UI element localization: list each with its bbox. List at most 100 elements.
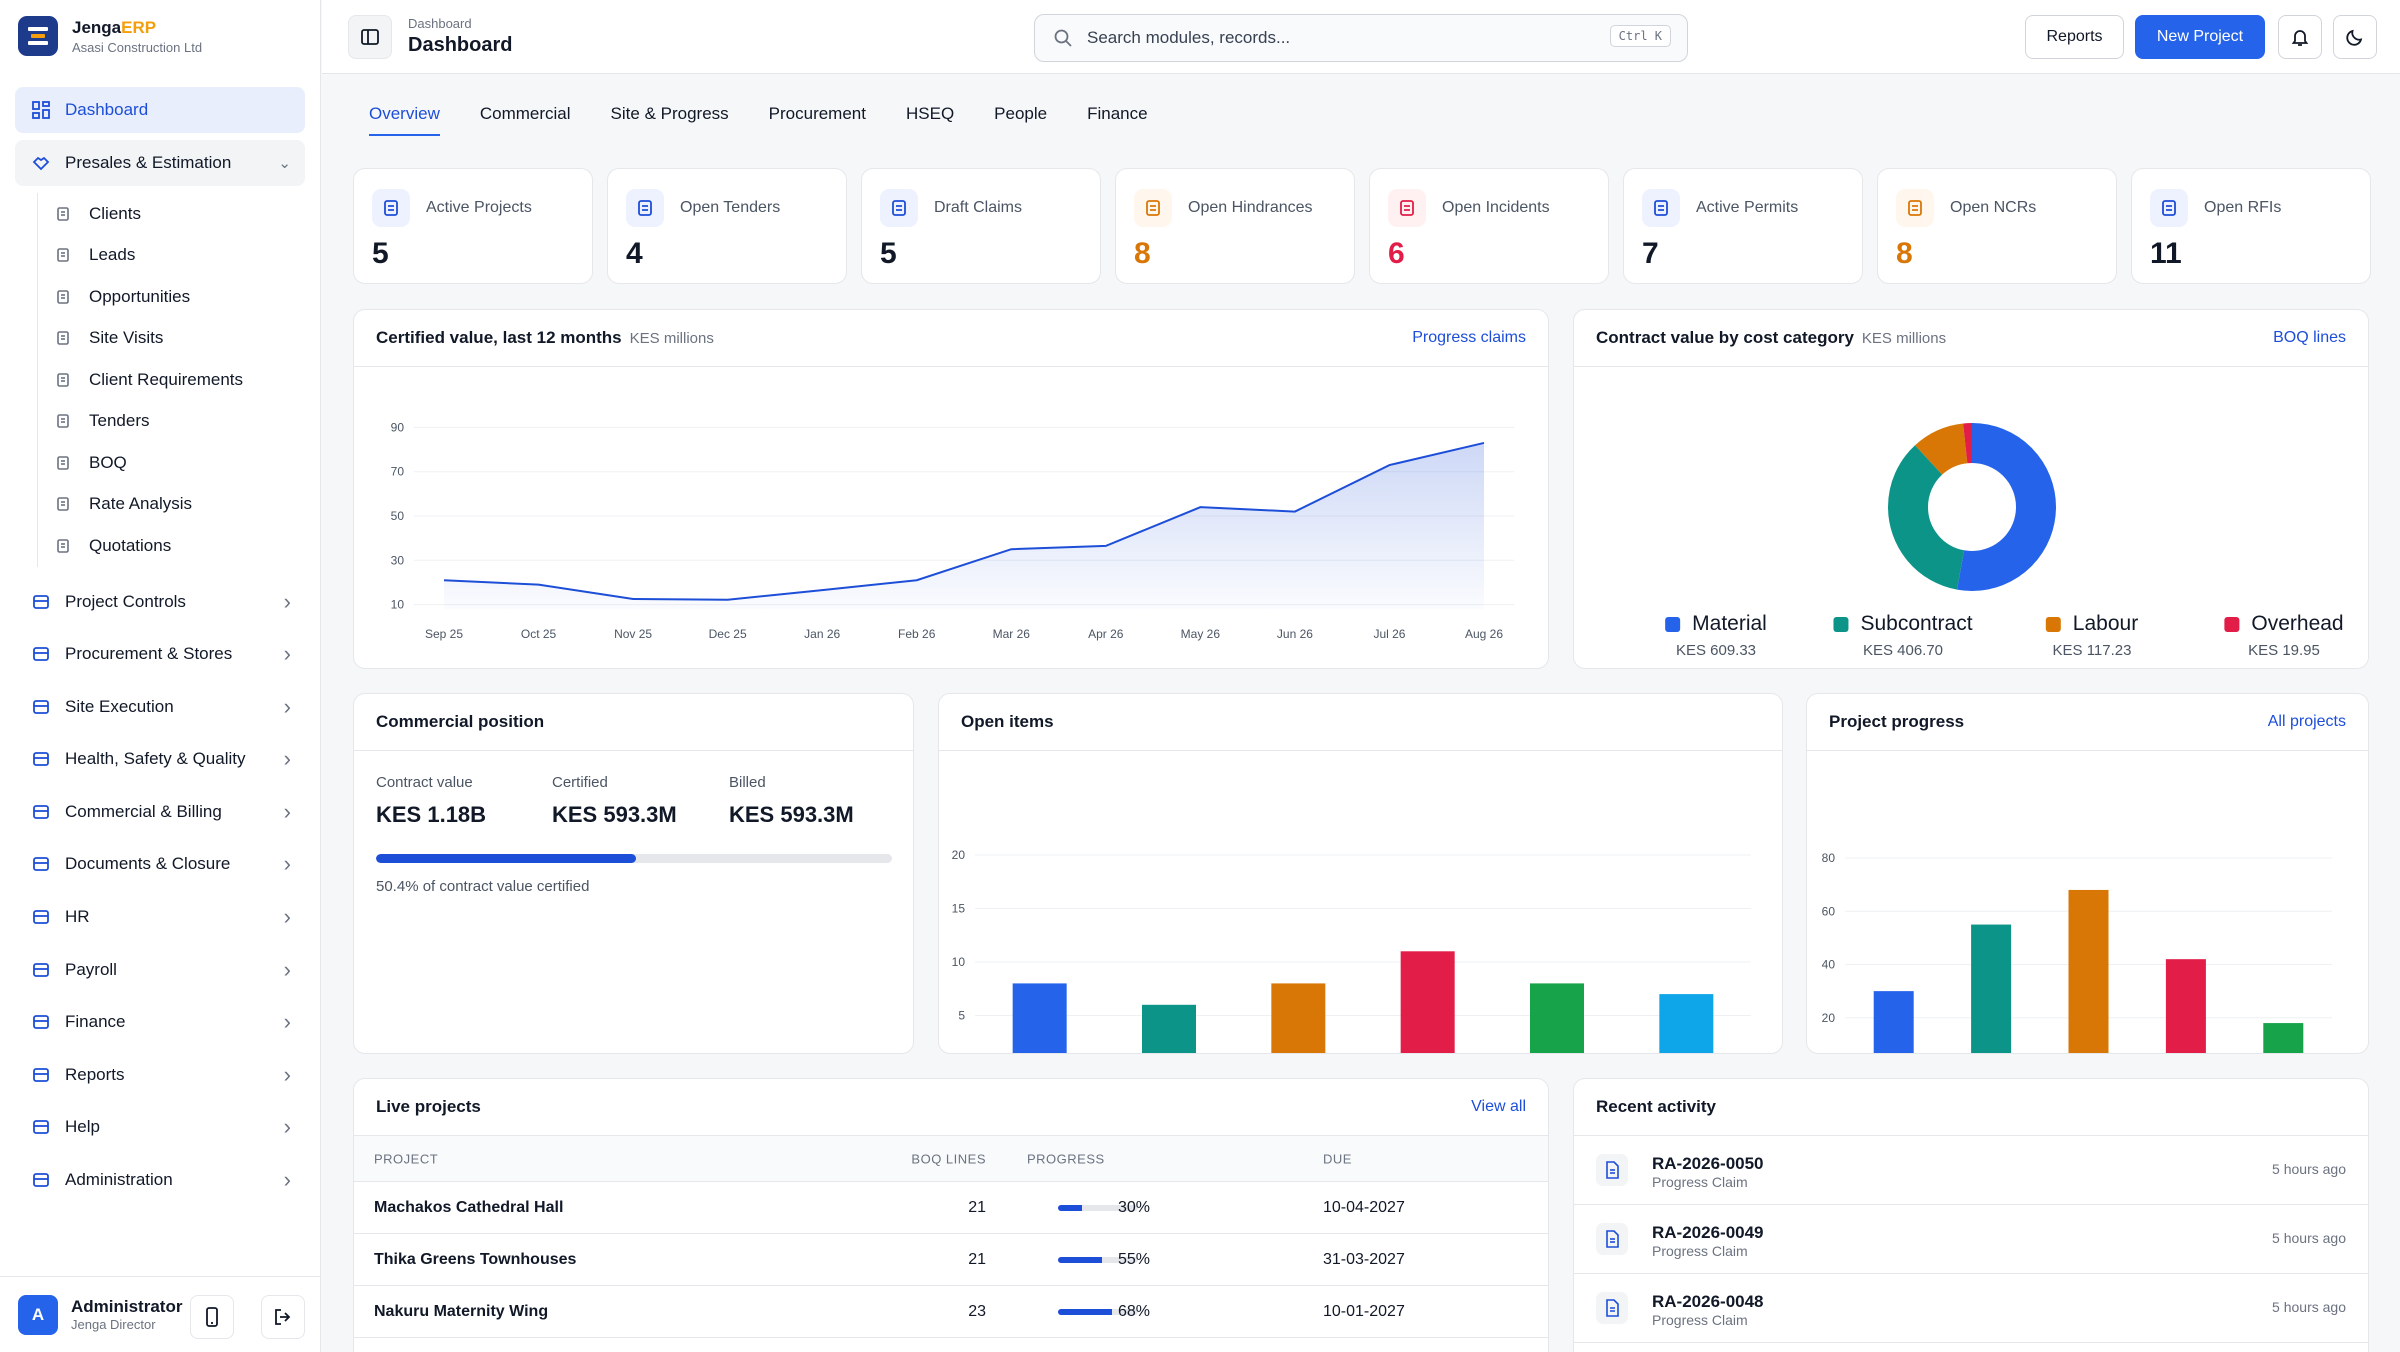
mobile-button[interactable] xyxy=(190,1295,234,1339)
bar[interactable] xyxy=(2068,889,2109,1054)
reports-button[interactable]: Reports xyxy=(2025,15,2124,59)
bar[interactable] xyxy=(1659,994,1714,1054)
tab-hseq[interactable]: HSEQ xyxy=(905,104,955,123)
kpi-card[interactable]: Active Permits 7 xyxy=(1623,168,1863,284)
kpi-card[interactable]: Open NCRs 8 xyxy=(1877,168,2117,284)
x-tick-label: Aug 26 xyxy=(1465,627,1503,641)
sidebar-item-finance[interactable]: Finance › xyxy=(15,999,305,1045)
moon-icon xyxy=(2346,29,2363,46)
chevron-right-icon: › xyxy=(283,1009,291,1035)
sidebar-item-site-execution[interactable]: Site Execution › xyxy=(15,684,305,730)
project-name[interactable]: Machakos Cathedral Hall xyxy=(374,1198,564,1216)
tab-site-progress[interactable]: Site & Progress xyxy=(610,104,729,123)
sidebar: JengaERP Asasi Construction Ltd Dashboar… xyxy=(0,0,321,1352)
bar[interactable] xyxy=(1271,983,1326,1054)
certified-label: Certified xyxy=(552,774,608,791)
tab-finance[interactable]: Finance xyxy=(1087,104,1148,123)
kpi-card[interactable]: Open Hindrances 8 xyxy=(1115,168,1355,284)
boq-lines-link[interactable]: BOQ lines xyxy=(2273,329,2346,346)
card-title: Open items xyxy=(961,712,1054,731)
search-input[interactable]: Search modules, records... Ctrl K xyxy=(1034,14,1688,62)
project-name[interactable]: Thika Greens Townhouses xyxy=(374,1250,577,1268)
y-tick-label: 10 xyxy=(391,598,405,612)
document-icon xyxy=(880,189,918,227)
bar[interactable] xyxy=(1012,983,1067,1054)
card-unit: KES millions xyxy=(1861,329,1947,347)
presales-item-client-requirements[interactable]: Client Requirements xyxy=(53,359,305,401)
activity-item[interactable]: RA-2026-0049 Progress Claim 5 hours ago xyxy=(1574,1205,2368,1274)
sidebar-item-documents-closure[interactable]: Documents & Closure › xyxy=(15,841,305,887)
kpi-card[interactable]: Draft Claims 5 xyxy=(861,168,1101,284)
table-row[interactable]: Machakos Cathedral Hall 21 30% 10-04-2027 xyxy=(354,1182,1548,1234)
kpi-card[interactable]: Active Projects 5 xyxy=(353,168,593,284)
table-row[interactable]: Nakuru Maternity Wing 23 68% 10-01-2027 xyxy=(354,1286,1548,1338)
sidebar-item-label: Project Controls xyxy=(65,591,186,611)
kpi-card[interactable]: Open Incidents 6 xyxy=(1369,168,1609,284)
new-project-button[interactable]: New Project xyxy=(2135,15,2265,59)
presales-item-clients[interactable]: Clients xyxy=(53,193,305,235)
card-title: Live projects xyxy=(376,1097,481,1116)
table-row[interactable]: Thika Greens Townhouses 21 55% 31-03-2027 xyxy=(354,1234,1548,1286)
sidebar-item-health-safety-quality[interactable]: Health, Safety & Quality › xyxy=(15,736,305,782)
bar[interactable] xyxy=(1142,1004,1196,1054)
presales-item-opportunities[interactable]: Opportunities xyxy=(53,276,305,318)
kpi-card[interactable]: Open Tenders 4 xyxy=(607,168,847,284)
bar[interactable] xyxy=(1971,924,2012,1054)
chevron-right-icon: › xyxy=(283,851,291,877)
activity-item[interactable]: RA-2026-0048 Progress Claim 5 hours ago xyxy=(1574,1274,2368,1343)
progress-claims-link[interactable]: Progress claims xyxy=(1412,329,1526,346)
project-name[interactable]: Nakuru Maternity Wing xyxy=(374,1302,549,1320)
x-tick-label: Feb 26 xyxy=(898,627,936,641)
breadcrumb[interactable]: Dashboard xyxy=(408,16,472,31)
kpi-card[interactable]: Open RFIs 11 xyxy=(2131,168,2371,284)
bar[interactable] xyxy=(1530,983,1584,1054)
view-all-link[interactable]: View all xyxy=(1471,1098,1526,1115)
projects-table-body: Machakos Cathedral Hall 21 30% 10-04-2027 Th… xyxy=(354,1182,1548,1338)
sidebar-item-procurement-stores[interactable]: Procurement & Stores › xyxy=(15,631,305,677)
presales-item-leads[interactable]: Leads xyxy=(53,235,305,277)
sidebar-item-help[interactable]: Help › xyxy=(15,1104,305,1150)
legend-item[interactable]: Subcontract KES 406.70 xyxy=(1833,612,1973,659)
logout-button[interactable] xyxy=(261,1295,305,1339)
presales-item-rate-analysis[interactable]: Rate Analysis xyxy=(53,484,305,526)
sidebar-item-hr[interactable]: HR › xyxy=(15,894,305,940)
legend-value: KES 609.33 xyxy=(1675,642,1757,659)
activity-item[interactable]: RA-2026-0050 Progress Claim 5 hours ago xyxy=(1574,1136,2368,1205)
bar[interactable] xyxy=(1400,951,1455,1054)
presales-item-boq[interactable]: BOQ xyxy=(53,442,305,484)
bar[interactable] xyxy=(2263,1023,2304,1054)
tab-people[interactable]: People xyxy=(994,104,1048,123)
legend-item[interactable]: Labour KES 117.23 xyxy=(2045,612,2138,659)
sidebar-sections: Project Controls › Procurement & Stores › Si… xyxy=(15,579,305,1204)
brand-name: JengaERP xyxy=(72,17,157,37)
legend-item[interactable]: Material KES 609.33 xyxy=(1665,612,1767,659)
all-projects-link[interactable]: All projects xyxy=(2267,713,2346,730)
sidebar-item-presales[interactable]: Presales & Estimation ⌄ xyxy=(15,140,305,186)
notifications-button[interactable] xyxy=(2278,15,2322,59)
legend-item[interactable]: Overhead KES 19.95 xyxy=(2224,612,2344,659)
pie-slice-subcontract[interactable] xyxy=(1888,423,2056,591)
avatar[interactable]: A xyxy=(18,1294,58,1335)
presales-item-site-visits[interactable]: Site Visits xyxy=(53,318,305,360)
tab-procurement[interactable]: Procurement xyxy=(768,104,866,123)
certified-note: 50.4% of contract value certified xyxy=(376,878,590,895)
sidebar-toggle-button[interactable] xyxy=(348,15,392,59)
activity-time: 5 hours ago xyxy=(2272,1161,2346,1177)
tab-commercial[interactable]: Commercial xyxy=(479,104,571,123)
sidebar-item-payroll[interactable]: Payroll › xyxy=(15,947,305,993)
theme-toggle-button[interactable] xyxy=(2333,15,2377,59)
presales-item-quotations[interactable]: Quotations xyxy=(53,525,305,567)
tab-overview[interactable]: Overview xyxy=(369,104,440,136)
sidebar-item-project-controls[interactable]: Project Controls › xyxy=(15,579,305,625)
legend-label: Subcontract xyxy=(1833,612,1973,636)
pie-slice-overhead[interactable] xyxy=(1888,423,2056,591)
bar[interactable] xyxy=(2165,959,2206,1054)
bar[interactable] xyxy=(1873,991,1914,1054)
sidebar-item-commercial-billing[interactable]: Commercial & Billing › xyxy=(15,789,305,835)
brand[interactable]: JengaERP Asasi Construction Ltd xyxy=(18,16,202,56)
presales-item-tenders[interactable]: Tenders xyxy=(53,401,305,443)
sidebar-item-administration[interactable]: Administration › xyxy=(15,1157,305,1203)
help-icon xyxy=(31,1117,51,1137)
sidebar-item-reports[interactable]: Reports › xyxy=(15,1052,305,1098)
sidebar-item-dashboard[interactable]: Dashboard xyxy=(15,87,305,133)
